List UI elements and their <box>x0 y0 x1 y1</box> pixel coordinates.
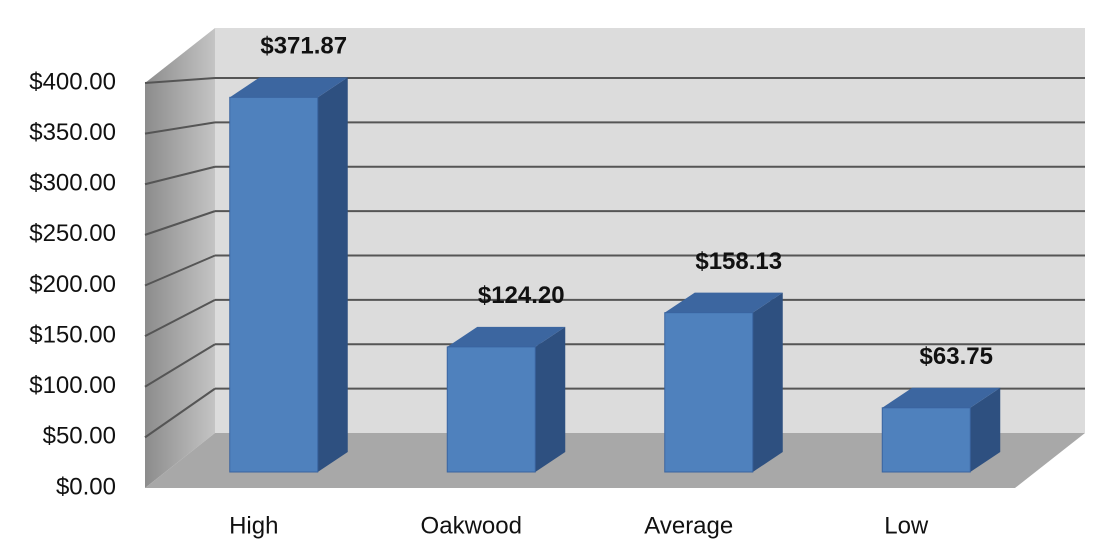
y-tick-label: $100.00 <box>29 372 116 399</box>
y-tick-label: $0.00 <box>56 473 116 500</box>
bar <box>664 312 754 473</box>
grid-line <box>144 254 216 287</box>
back-wall <box>215 28 1085 433</box>
bar-side <box>535 326 566 472</box>
grid-line <box>144 77 216 84</box>
x-tick-label: High <box>229 512 278 539</box>
y-tick-label: $150.00 <box>29 321 116 348</box>
bar-side <box>752 292 783 472</box>
bar <box>881 407 971 473</box>
bar <box>446 346 536 473</box>
x-tick-label: Oakwood <box>421 512 522 539</box>
y-tick-label: $350.00 <box>29 119 116 146</box>
y-tick-label: $200.00 <box>29 271 116 298</box>
value-label: $63.75 <box>920 343 993 370</box>
value-label: $158.13 <box>695 248 782 275</box>
grid-line <box>144 165 216 186</box>
y-tick-label: $250.00 <box>29 220 116 247</box>
grid-line <box>144 343 216 388</box>
grid-line <box>144 387 216 439</box>
y-tick-label: $300.00 <box>29 170 116 197</box>
x-tick-label: Low <box>884 512 929 539</box>
bar <box>229 96 319 473</box>
bar-top <box>229 77 348 98</box>
bar-side <box>970 387 1001 472</box>
x-tick-label: Average <box>644 512 733 539</box>
value-label: $371.87 <box>260 33 347 60</box>
grid-line <box>144 121 216 135</box>
floor <box>145 433 1085 488</box>
y-tick-label: $400.00 <box>29 68 116 95</box>
bar-top <box>447 326 566 347</box>
bar-side <box>317 77 348 472</box>
grid-line <box>144 210 216 236</box>
bar-top <box>664 292 783 313</box>
side-wall <box>145 28 215 488</box>
y-tick-label: $50.00 <box>43 423 116 450</box>
grid-line <box>144 298 216 338</box>
bar-top <box>882 387 1001 408</box>
value-label: $124.20 <box>478 282 565 309</box>
